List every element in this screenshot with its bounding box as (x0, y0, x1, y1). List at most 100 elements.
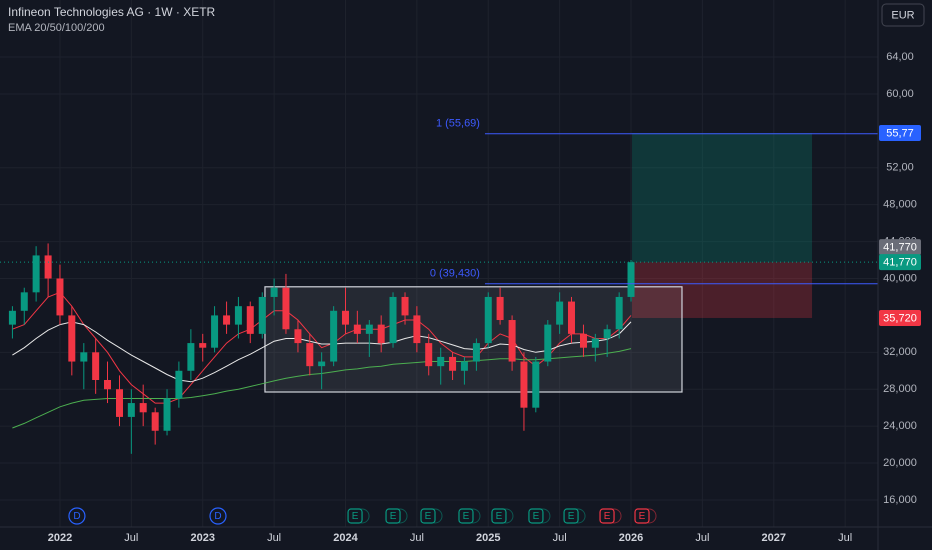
event-label: E (352, 511, 359, 522)
y-tick-label: 64,00 (886, 51, 914, 63)
candle-body (591, 338, 599, 348)
event-badge (458, 508, 474, 524)
candle-body (44, 255, 52, 279)
y-tick-label: 60,00 (886, 88, 914, 100)
event-marker[interactable]: E (599, 508, 622, 524)
candle-body (211, 315, 219, 348)
candle-body (163, 398, 171, 431)
candle-body (246, 306, 254, 334)
candle-body (318, 361, 326, 367)
candle-body (294, 329, 302, 344)
candle-body (306, 343, 314, 367)
price-label-box (879, 309, 921, 326)
y-tick-label: 16,000 (883, 494, 917, 506)
event-label: E (425, 511, 432, 522)
candle-body (104, 380, 112, 390)
candle-body (270, 287, 278, 297)
candle-body (437, 356, 445, 367)
y-tick-label: 48,000 (883, 199, 917, 211)
event-marker[interactable]: E (634, 508, 657, 524)
x-tick-label: Jul (553, 532, 567, 544)
candle-body (365, 324, 373, 334)
candle-body (413, 315, 421, 344)
y-tick-label: 40,000 (883, 272, 917, 284)
axes: 64,0060,0052,0048,00044,00040,00032,0002… (48, 51, 921, 544)
candle-body (341, 310, 349, 325)
event-marker[interactable]: E (347, 508, 370, 524)
fib-label: 0 (39,430) (430, 268, 480, 280)
y-tick-label: 24,000 (883, 420, 917, 432)
event-marker[interactable]: E (563, 508, 586, 524)
y-tick-label: 20,000 (883, 457, 917, 469)
event-badge (491, 508, 507, 524)
x-tick-label: Jul (267, 532, 281, 544)
price-label: 55,77 (886, 127, 914, 139)
candle-body (389, 296, 397, 344)
candle-body (32, 255, 40, 293)
event-label: E (390, 511, 397, 522)
candle-body (199, 343, 207, 348)
x-tick-label: 2025 (476, 532, 500, 544)
x-tick-label: 2024 (333, 532, 358, 544)
candle-body (330, 310, 338, 362)
candle-body (115, 389, 123, 417)
price-label-box (879, 254, 921, 271)
event-badge (347, 508, 363, 524)
y-tick-label: 52,00 (886, 162, 914, 174)
candle-body (401, 296, 409, 316)
price-label-box (879, 239, 921, 256)
event-label: E (639, 511, 646, 522)
x-tick-label: 2027 (762, 532, 786, 544)
candle-body (92, 352, 100, 381)
candle-body (353, 324, 361, 334)
candle-body (496, 296, 504, 321)
candle-body (127, 403, 135, 417)
candle-body (425, 343, 433, 367)
event-marker[interactable]: E (528, 508, 551, 524)
candle-body (8, 310, 16, 325)
event-marker[interactable]: E (385, 508, 408, 524)
candle-body (80, 352, 88, 362)
price-label: 35,720 (883, 312, 917, 324)
x-tick-label: Jul (124, 532, 138, 544)
event-badge (563, 508, 579, 524)
candle-body (68, 315, 76, 362)
candle-body (223, 315, 231, 325)
event-marker[interactable]: D (68, 507, 86, 525)
event-label: E (463, 511, 470, 522)
candle-body (603, 329, 611, 339)
event-badge (68, 507, 86, 525)
x-tick-label: Jul (838, 532, 852, 544)
candle-body (282, 287, 290, 330)
event-marker[interactable]: E (491, 508, 514, 524)
event-marker[interactable]: E (420, 508, 443, 524)
event-label: D (73, 511, 80, 522)
indicator-legend: EMA 20/50/100/200 (8, 22, 105, 34)
event-badge (634, 508, 650, 524)
candle-body (544, 324, 552, 362)
event-label: E (533, 511, 540, 522)
candle-body (377, 324, 385, 344)
event-label: E (568, 511, 575, 522)
x-tick-label: 2026 (619, 532, 643, 544)
candle-body (567, 301, 575, 334)
candle-body (139, 403, 147, 413)
fib-label: 1 (55,69) (436, 118, 480, 130)
event-marker[interactable]: E (458, 508, 481, 524)
candle-body (234, 306, 242, 325)
candle-body (460, 361, 468, 371)
grid (0, 0, 878, 527)
chart-title: Infineon Technologies AG · 1W · XETR (8, 5, 216, 19)
event-label: E (496, 511, 503, 522)
currency-button[interactable] (881, 3, 925, 27)
currency-label[interactable]: EUR (891, 9, 914, 21)
candle-body (627, 262, 635, 297)
event-badge (209, 507, 227, 525)
event-marker[interactable]: D (209, 507, 227, 525)
x-tick-label: 2022 (48, 532, 72, 544)
y-tick-label: 28,000 (883, 383, 917, 395)
x-tick-label: 2023 (190, 532, 214, 544)
